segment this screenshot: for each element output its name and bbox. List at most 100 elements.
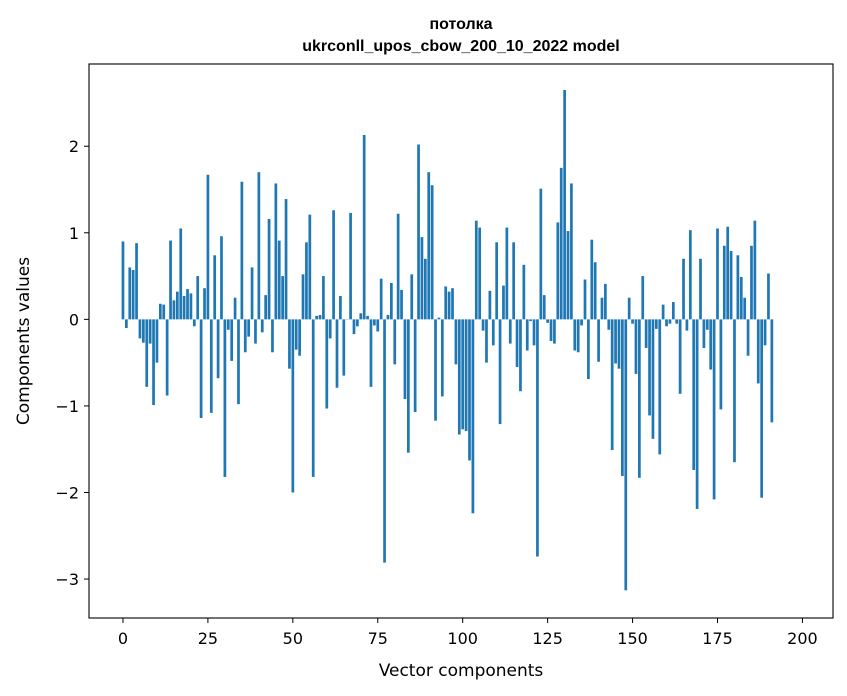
- bar-76: [379, 278, 383, 320]
- bar-56: [311, 319, 315, 477]
- bar-27: [213, 255, 217, 320]
- bar-118: [522, 264, 526, 320]
- bar-179: [729, 250, 733, 320]
- bar-176: [719, 319, 723, 410]
- bar-72: [366, 315, 369, 320]
- bar-37: [247, 319, 251, 337]
- bar-67: [349, 212, 352, 320]
- bar-149: [627, 297, 631, 320]
- bar-153: [641, 276, 645, 320]
- bar-73: [369, 319, 373, 387]
- bar-156: [651, 319, 655, 439]
- bar-61: [328, 319, 332, 339]
- bar-166: [685, 319, 689, 331]
- bar-167: [688, 230, 692, 320]
- bar-131: [566, 231, 570, 320]
- bar-29: [220, 236, 223, 320]
- y-tick-label: 2: [69, 137, 79, 156]
- bar-130: [563, 89, 566, 320]
- bar-180: [733, 319, 736, 463]
- bar-94: [440, 319, 444, 397]
- bar-57: [315, 315, 318, 320]
- bar-7: [145, 319, 149, 387]
- bar-102: [468, 319, 471, 461]
- bar-28: [216, 319, 220, 379]
- bar-127: [553, 319, 556, 344]
- bar-117: [519, 319, 522, 392]
- x-tick-label: 150: [617, 629, 648, 648]
- bar-159: [661, 304, 665, 320]
- bar-183: [743, 297, 747, 320]
- bar-136: [583, 279, 587, 320]
- bar-126: [549, 319, 553, 341]
- bar-21: [192, 319, 196, 327]
- bar-84: [406, 319, 410, 453]
- bar-95: [444, 286, 448, 320]
- bar-152: [638, 319, 641, 478]
- bar-114: [508, 319, 512, 344]
- bar-13: [165, 319, 169, 396]
- bar-65: [342, 319, 346, 376]
- y-tick-label: −3: [55, 570, 79, 589]
- bar-121: [532, 319, 536, 346]
- bar-36: [243, 319, 247, 353]
- bar-134: [576, 319, 580, 353]
- bar-33: [233, 297, 237, 320]
- bar-50: [291, 319, 295, 493]
- bar-35: [240, 181, 244, 320]
- bar-81: [396, 213, 400, 320]
- bar-142: [604, 283, 607, 320]
- bar-111: [498, 319, 502, 425]
- bar-64: [339, 295, 342, 320]
- bar-20: [189, 293, 193, 320]
- y-tick-label: 1: [69, 224, 79, 243]
- bar-41: [260, 319, 264, 333]
- bars-group: [121, 89, 774, 591]
- bar-185: [750, 245, 753, 320]
- bar-89: [423, 258, 427, 320]
- bar-77: [383, 319, 386, 563]
- bar-10: [155, 319, 159, 363]
- bar-163: [675, 319, 679, 324]
- bar-135: [580, 319, 583, 326]
- bar-12: [162, 304, 166, 320]
- plot-frame: [88, 63, 834, 619]
- bar-55: [308, 214, 312, 320]
- x-axis-ticks: 0 25 50 75 100 125 150 175 200: [118, 618, 818, 648]
- bar-42: [264, 295, 268, 320]
- x-tick-label: 125: [532, 629, 563, 648]
- chart-title-line1: потолка: [429, 16, 492, 33]
- bar-140: [597, 319, 600, 362]
- bar-87: [417, 144, 420, 320]
- bar-80: [393, 319, 397, 365]
- bar-44: [271, 319, 274, 353]
- bar-151: [634, 319, 638, 374]
- bar-119: [525, 319, 529, 351]
- bar-88: [420, 237, 424, 320]
- y-tick-label: −1: [55, 397, 79, 416]
- bar-109: [491, 319, 495, 346]
- bar-4: [135, 243, 138, 320]
- bar-52: [298, 319, 301, 356]
- bar-188: [760, 319, 764, 498]
- bar-30: [223, 319, 227, 477]
- bar-5: [138, 319, 142, 339]
- bar-39: [254, 319, 257, 344]
- bar-144: [610, 319, 614, 451]
- bar-120: [529, 319, 532, 322]
- bar-133: [573, 319, 577, 351]
- bar-48: [284, 199, 288, 320]
- bar-106: [481, 319, 485, 331]
- bar-129: [559, 167, 563, 320]
- y-axis-label: Components values: [14, 257, 34, 425]
- bar-99: [457, 319, 461, 435]
- bar-82: [400, 289, 403, 320]
- bar-34: [237, 319, 240, 405]
- bar-63: [335, 319, 339, 388]
- bar-155: [648, 319, 651, 416]
- bar-124: [542, 295, 546, 320]
- y-tick-label: −2: [55, 483, 79, 502]
- y-axis-ticks: −3 −2 −1 0 1 2: [55, 137, 89, 589]
- bar-122: [536, 319, 539, 557]
- bar-11: [158, 303, 162, 320]
